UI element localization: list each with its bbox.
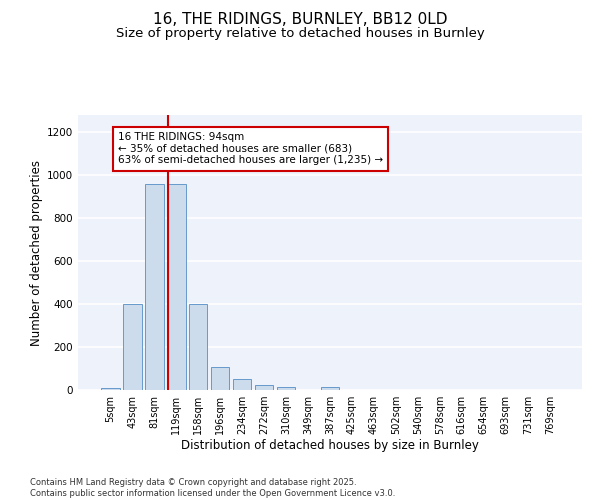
Y-axis label: Number of detached properties: Number of detached properties xyxy=(30,160,43,346)
Bar xyxy=(320,388,340,390)
Bar xyxy=(255,386,274,390)
X-axis label: Distribution of detached houses by size in Burnley: Distribution of detached houses by size … xyxy=(181,438,479,452)
Bar xyxy=(233,380,251,390)
Bar xyxy=(145,184,164,390)
Bar xyxy=(211,368,229,390)
Text: 16 THE RIDINGS: 94sqm
← 35% of detached houses are smaller (683)
63% of semi-det: 16 THE RIDINGS: 94sqm ← 35% of detached … xyxy=(118,132,383,166)
Bar xyxy=(189,304,208,390)
Bar xyxy=(101,388,119,390)
Text: Size of property relative to detached houses in Burnley: Size of property relative to detached ho… xyxy=(116,28,484,40)
Bar xyxy=(167,184,185,390)
Bar xyxy=(277,388,295,390)
Text: 16, THE RIDINGS, BURNLEY, BB12 0LD: 16, THE RIDINGS, BURNLEY, BB12 0LD xyxy=(153,12,447,28)
Bar xyxy=(123,304,142,390)
Text: Contains HM Land Registry data © Crown copyright and database right 2025.
Contai: Contains HM Land Registry data © Crown c… xyxy=(30,478,395,498)
